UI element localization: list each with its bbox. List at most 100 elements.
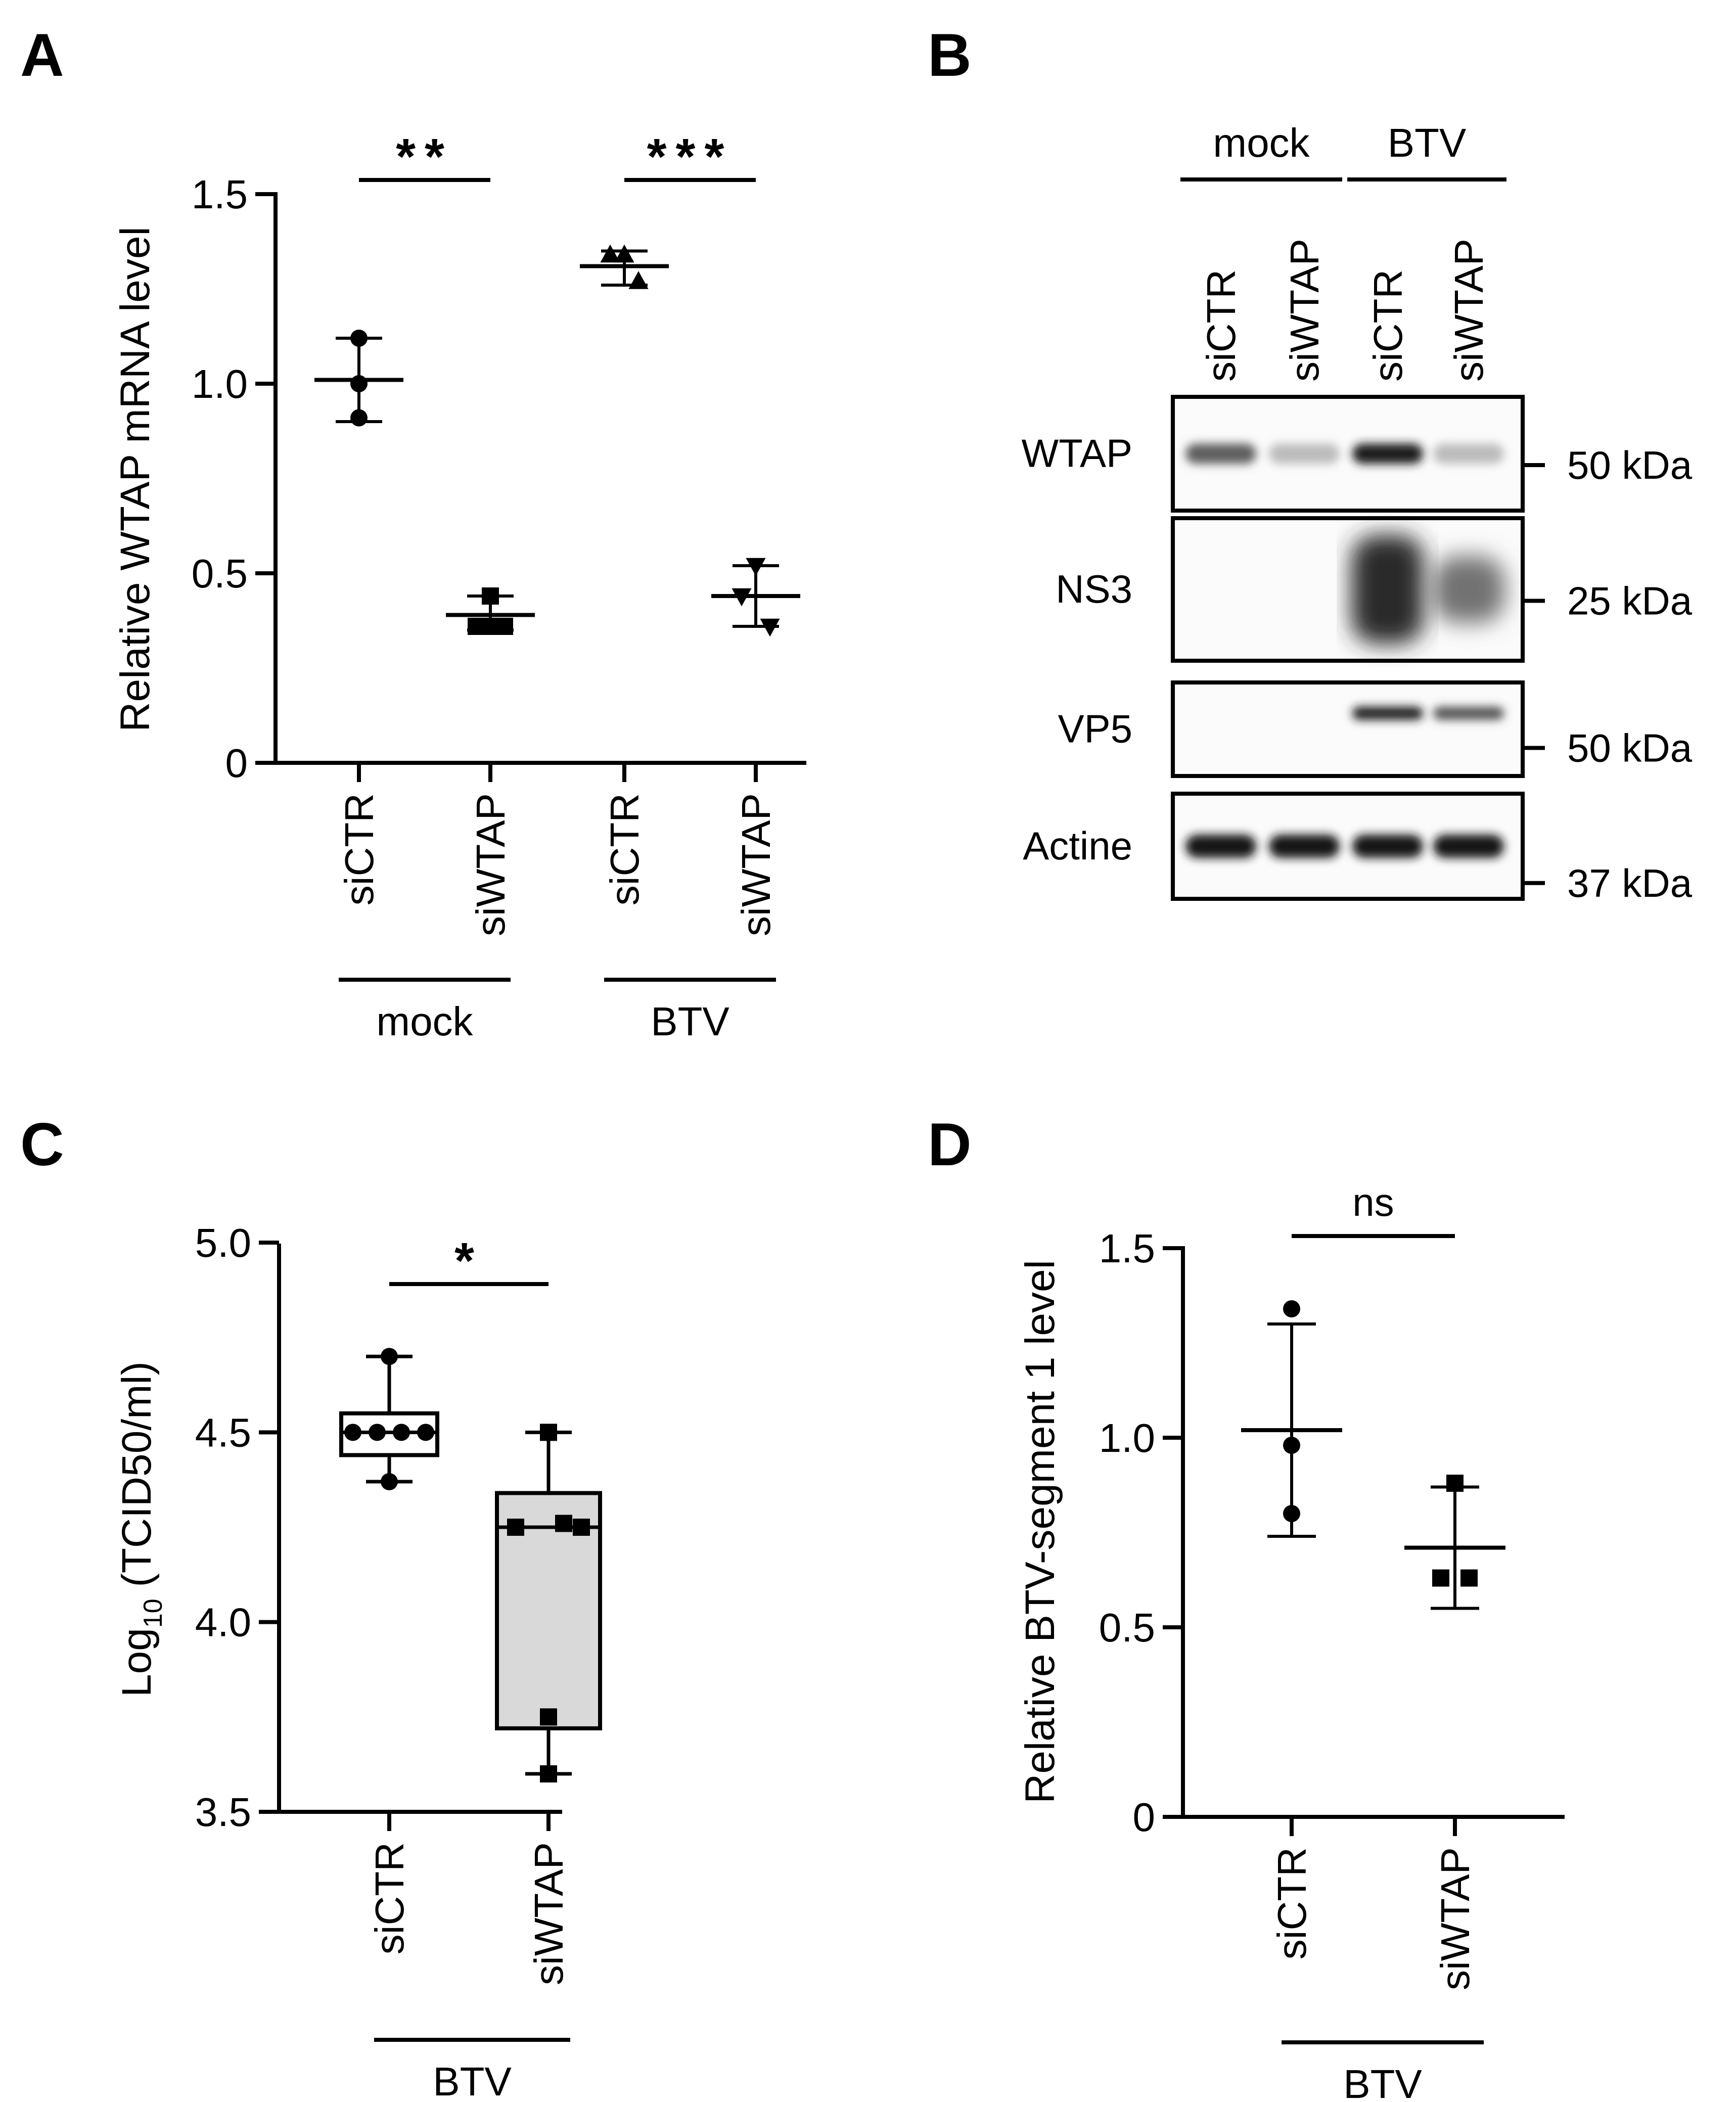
panel-a-data-point [600, 244, 620, 263]
panel-d-data-point [1446, 1475, 1464, 1492]
panel-c-y-label: Log10 (TCID50/ml) [114, 1361, 168, 1697]
panel-c-data-point [344, 1424, 361, 1441]
panel-a-significance: ** *** [359, 128, 756, 185]
blot-row-actine: Actine 37 kDa [1023, 792, 1693, 905]
panel-a-data-point [350, 409, 368, 427]
panel-a-y-tick-label: 0 [225, 741, 248, 786]
panel-c-x-tick-label: siWTAP [526, 1842, 571, 1985]
panel-c-data-point [507, 1519, 524, 1536]
panel-d-marks [1241, 1300, 1505, 1610]
blot-protein-label: Actine [1023, 824, 1132, 868]
panel-a-group-label: BTV [651, 999, 729, 1044]
blot-bands: WTAP 50 kDa NS3 25 kDa VP5 50 kDa Actine 37 kDa [1021, 395, 1693, 905]
panel-a-axes [273, 192, 806, 765]
blot-marker-label: 25 kDa [1567, 579, 1693, 623]
blot-group-headers: mock BTV [1180, 120, 1506, 181]
panel-c-y-tick-label: 3.5 [195, 1790, 251, 1835]
panel-c-data-point [381, 1473, 398, 1490]
panel-c-data-point [369, 1424, 386, 1441]
panel-a-data-point [496, 618, 513, 635]
panel-c-data-point [540, 1765, 557, 1783]
panel-c-groups: BTV [374, 2038, 570, 2102]
panel-letter-a: A [20, 21, 64, 89]
panel-d-data-point [1460, 1569, 1478, 1587]
panel-a-data-point [628, 271, 649, 289]
blot-membrane [1171, 680, 1525, 778]
blot-marker-label: 37 kDa [1567, 861, 1693, 905]
panel-c-chart: Log10 (TCID50/ml) 3.5 4.0 4.5 5.0 siCTR siWT… [114, 1220, 602, 2102]
panel-c-significance-label: * [454, 1232, 483, 1289]
panel-d-groups: BTV [1282, 2040, 1484, 2102]
panel-c-x-tick-label: siCTR [367, 1842, 412, 1954]
blot-band [1433, 443, 1504, 464]
panel-c-y-tick-label: 4.0 [195, 1600, 251, 1645]
blot-band [1432, 556, 1505, 623]
blot-protein-label: WTAP [1021, 431, 1132, 476]
blot-band [1269, 835, 1340, 858]
panel-d-y-tick-label: 1.0 [1099, 1415, 1155, 1460]
panel-c-data-point [540, 1708, 557, 1726]
blot-marker-label: 50 kDa [1567, 443, 1693, 487]
panel-a-y-tick-label: 0.5 [192, 551, 248, 596]
panel-c-x-ticks: siCTR siWTAP [367, 1812, 571, 1985]
panel-a-x-tick-label: siCTR [602, 793, 647, 905]
blot-lane-label: siCTR [1199, 269, 1244, 382]
panel-c-group-label: BTV [433, 2059, 512, 2102]
panel-c-marks [339, 1348, 602, 1783]
panel-c-y-label-rest: (TCID50/ml) [114, 1361, 160, 1598]
panel-a-x-tick-label: siWTAP [468, 793, 513, 936]
blot-band [1352, 835, 1423, 858]
panel-c-axes [277, 1244, 562, 1814]
blot-row-ns3: NS3 25 kDa [1056, 516, 1693, 663]
panel-d-y-tick-label: 1.5 [1099, 1226, 1155, 1271]
blot-lane-label: siCTR [1365, 269, 1410, 382]
panel-d-significance: ns [1292, 1180, 1455, 1238]
panel-a-significance-label: *** [647, 128, 734, 185]
blot-marker-label: 50 kDa [1567, 726, 1693, 770]
blot-row-vp5: VP5 50 kDa [1058, 680, 1693, 778]
panel-d-data-point [1283, 1437, 1300, 1454]
panel-d-y-tick-label: 0.5 [1099, 1605, 1155, 1650]
panel-a-data-point [350, 375, 368, 392]
blot-band [1351, 535, 1424, 644]
panel-c-data-point [381, 1348, 398, 1365]
panel-c-data-point [573, 1519, 590, 1536]
blot-band [1433, 835, 1504, 858]
panel-d-group-label: BTV [1343, 2062, 1422, 2102]
panel-a-y-label: Relative WTAP mRNA level [112, 226, 158, 732]
panel-a-groups: mock BTV [339, 978, 776, 1044]
panel-c-y-tick-label: 4.5 [195, 1410, 251, 1455]
panel-a-data-point [482, 587, 499, 605]
blot-band [1269, 443, 1340, 464]
panel-c-data-point [393, 1424, 410, 1441]
panel-c-data-point [540, 1424, 557, 1441]
blot-lane-label: siWTAP [1446, 239, 1491, 382]
panel-d-y-label: Relative BTV-segment 1 level [1017, 1260, 1063, 1804]
panel-d-significance-label: ns [1352, 1180, 1394, 1224]
panel-a-data-point [614, 244, 634, 263]
blot-group-label: mock [1213, 120, 1310, 165]
panel-a-y-tick-label: 1.5 [192, 172, 248, 217]
panel-a-data-point [746, 558, 766, 576]
panel-d-y-ticks: 0 0.5 1.0 1.5 [1099, 1226, 1183, 1840]
panel-a-y-tick-label: 1.0 [192, 361, 248, 406]
panel-d-data-point [1283, 1300, 1300, 1317]
panel-c-data-point [417, 1424, 434, 1441]
panel-a-data-point [760, 618, 780, 637]
panel-a-x-ticks: siCTR siWTAP siCTR siWTAP [337, 763, 779, 936]
blot-protein-label: NS3 [1056, 567, 1132, 611]
panel-d-y-tick-label: 0 [1133, 1795, 1156, 1840]
panel-d-chart: Relative BTV-segment 1 level 00.51.01.5 … [1017, 1180, 1565, 2102]
blot-band [1433, 707, 1504, 720]
blot-band [1185, 835, 1256, 858]
blot-band [1185, 443, 1256, 464]
panel-letter-c: C [20, 1111, 64, 1178]
panel-letter-b: B [928, 21, 972, 89]
panel-d-x-tick-label: siWTAP [1433, 1847, 1478, 1990]
panel-a-data-point [350, 330, 368, 347]
panel-d-x-tick-label: siCTR [1269, 1847, 1314, 1959]
panel-d-data-point [1283, 1505, 1300, 1522]
panel-c-y-label-main: Log [114, 1628, 160, 1697]
panel-a-x-tick-label: siWTAP [734, 793, 779, 936]
